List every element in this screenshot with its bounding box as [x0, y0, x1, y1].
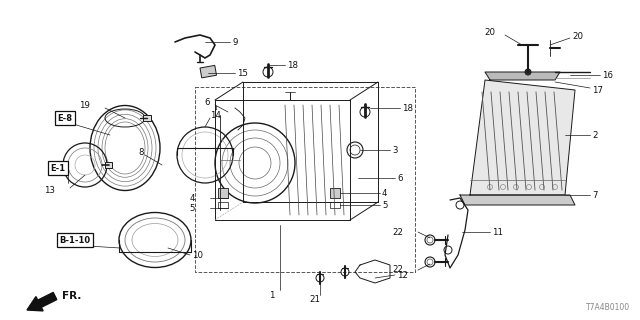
Text: 19: 19: [79, 100, 90, 109]
Text: 17: 17: [592, 85, 603, 94]
Circle shape: [525, 69, 531, 75]
FancyArrow shape: [27, 292, 57, 311]
Text: 20: 20: [572, 31, 583, 41]
Polygon shape: [460, 195, 575, 205]
Text: 14: 14: [210, 110, 221, 119]
Text: 18: 18: [287, 60, 298, 69]
Text: B-1-10: B-1-10: [60, 236, 91, 244]
Text: FR.: FR.: [62, 291, 81, 301]
Text: 11: 11: [492, 228, 503, 236]
Text: 10: 10: [192, 251, 203, 260]
Bar: [200, 65, 216, 78]
Bar: [330, 202, 340, 208]
Bar: [143, 115, 151, 121]
Text: 1: 1: [269, 292, 275, 300]
Text: 7: 7: [592, 190, 598, 199]
Bar: [218, 202, 228, 208]
Text: 22: 22: [392, 228, 403, 236]
Text: 8: 8: [138, 148, 143, 156]
Text: 16: 16: [602, 70, 613, 79]
Text: 22: 22: [392, 266, 403, 275]
Text: 12: 12: [397, 270, 408, 279]
Text: E-8: E-8: [58, 114, 72, 123]
Polygon shape: [470, 80, 575, 195]
Bar: [195, 87, 415, 272]
Polygon shape: [485, 72, 560, 80]
Text: 18: 18: [402, 103, 413, 113]
Text: T7A4B0100: T7A4B0100: [586, 303, 630, 313]
Bar: [330, 188, 340, 198]
Text: 2: 2: [592, 131, 598, 140]
Bar: [218, 188, 228, 198]
Text: 21: 21: [310, 294, 321, 303]
Text: 6: 6: [397, 173, 403, 182]
Text: 13: 13: [44, 186, 55, 195]
Bar: [105, 162, 112, 168]
Text: 5: 5: [382, 201, 387, 210]
Text: 6: 6: [205, 98, 210, 107]
Text: 4: 4: [382, 188, 387, 197]
Text: 4: 4: [189, 194, 195, 203]
Text: 20: 20: [484, 28, 495, 36]
Text: 5: 5: [189, 204, 195, 212]
Text: E-1: E-1: [51, 164, 65, 172]
Text: 3: 3: [392, 146, 397, 155]
Text: 9: 9: [232, 37, 237, 46]
Text: 15: 15: [237, 68, 248, 77]
